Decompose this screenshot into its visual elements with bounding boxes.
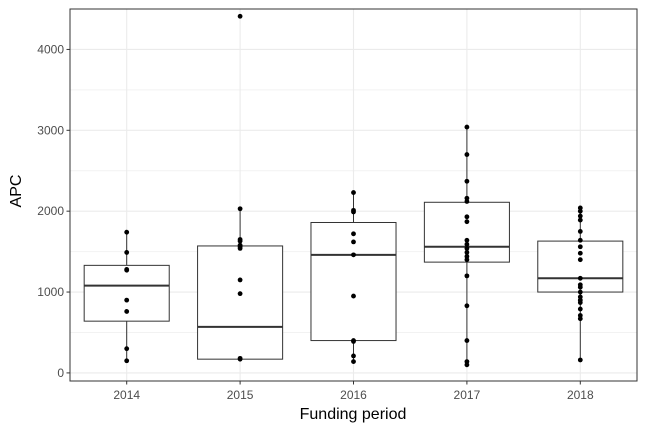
data-point [351, 231, 356, 237]
data-point [351, 239, 356, 245]
x-tick-label: 2016 [340, 388, 367, 402]
data-point [237, 277, 243, 283]
data-point [577, 228, 583, 234]
data-point [577, 257, 583, 263]
data-point [577, 213, 583, 219]
x-tick-label: 2014 [113, 388, 140, 402]
data-point [577, 237, 583, 243]
data-point [577, 289, 583, 295]
data-point [124, 297, 130, 303]
data-point [237, 238, 243, 244]
data-point [124, 229, 130, 235]
data-point [237, 13, 243, 19]
box-2016 [310, 192, 397, 362]
data-point [577, 284, 583, 290]
data-point [577, 250, 583, 256]
data-point [464, 303, 470, 309]
data-point [351, 190, 356, 195]
y-tick-label: 2000 [37, 204, 64, 218]
y-axis-ticks: 0 1000 2000 3000 4000 [37, 42, 70, 380]
data-point [237, 356, 243, 362]
y-tick-label: 4000 [37, 42, 64, 56]
data-point [464, 362, 470, 368]
data-point [351, 353, 356, 359]
data-point [237, 206, 243, 212]
data-point [124, 267, 130, 273]
y-tick-label: 1000 [37, 285, 64, 299]
data-point [577, 316, 583, 322]
data-point [124, 346, 130, 352]
data-point [464, 241, 470, 247]
data-point [464, 214, 470, 220]
data-point [464, 237, 470, 243]
box-iqr [197, 245, 284, 360]
x-axis-title: Funding period [300, 406, 407, 423]
data-point [577, 306, 583, 312]
x-tick-label: 2015 [227, 388, 254, 402]
box-2015 [197, 208, 284, 360]
y-axis-title: APC [8, 175, 25, 208]
data-point [464, 338, 470, 343]
data-point [464, 273, 470, 279]
data-point [464, 245, 470, 251]
data-point [237, 291, 243, 297]
y-tick-label: 3000 [37, 123, 64, 137]
data-point [351, 252, 356, 258]
data-point [577, 357, 583, 363]
x-axis-ticks: 2014 2015 2016 2017 2018 [113, 381, 594, 402]
data-point [577, 244, 583, 250]
data-point [464, 199, 470, 204]
data-point [577, 208, 583, 214]
data-point [351, 359, 356, 364]
data-point [351, 293, 356, 299]
data-point [577, 217, 583, 223]
data-point [577, 275, 583, 281]
x-tick-label: 2017 [454, 388, 481, 402]
data-point [577, 300, 583, 305]
data-point [464, 178, 470, 184]
data-point [464, 124, 470, 130]
x-tick-label: 2018 [567, 388, 594, 402]
points [124, 13, 583, 368]
data-point [464, 219, 470, 225]
data-point [464, 257, 470, 263]
data-point [124, 309, 130, 314]
data-point [464, 250, 470, 255]
data-point [351, 209, 356, 215]
data-point [124, 250, 130, 255]
y-tick-label: 0 [57, 366, 64, 380]
data-point [237, 245, 243, 251]
data-point [124, 358, 130, 364]
data-point [351, 338, 356, 344]
data-point [464, 152, 470, 157]
